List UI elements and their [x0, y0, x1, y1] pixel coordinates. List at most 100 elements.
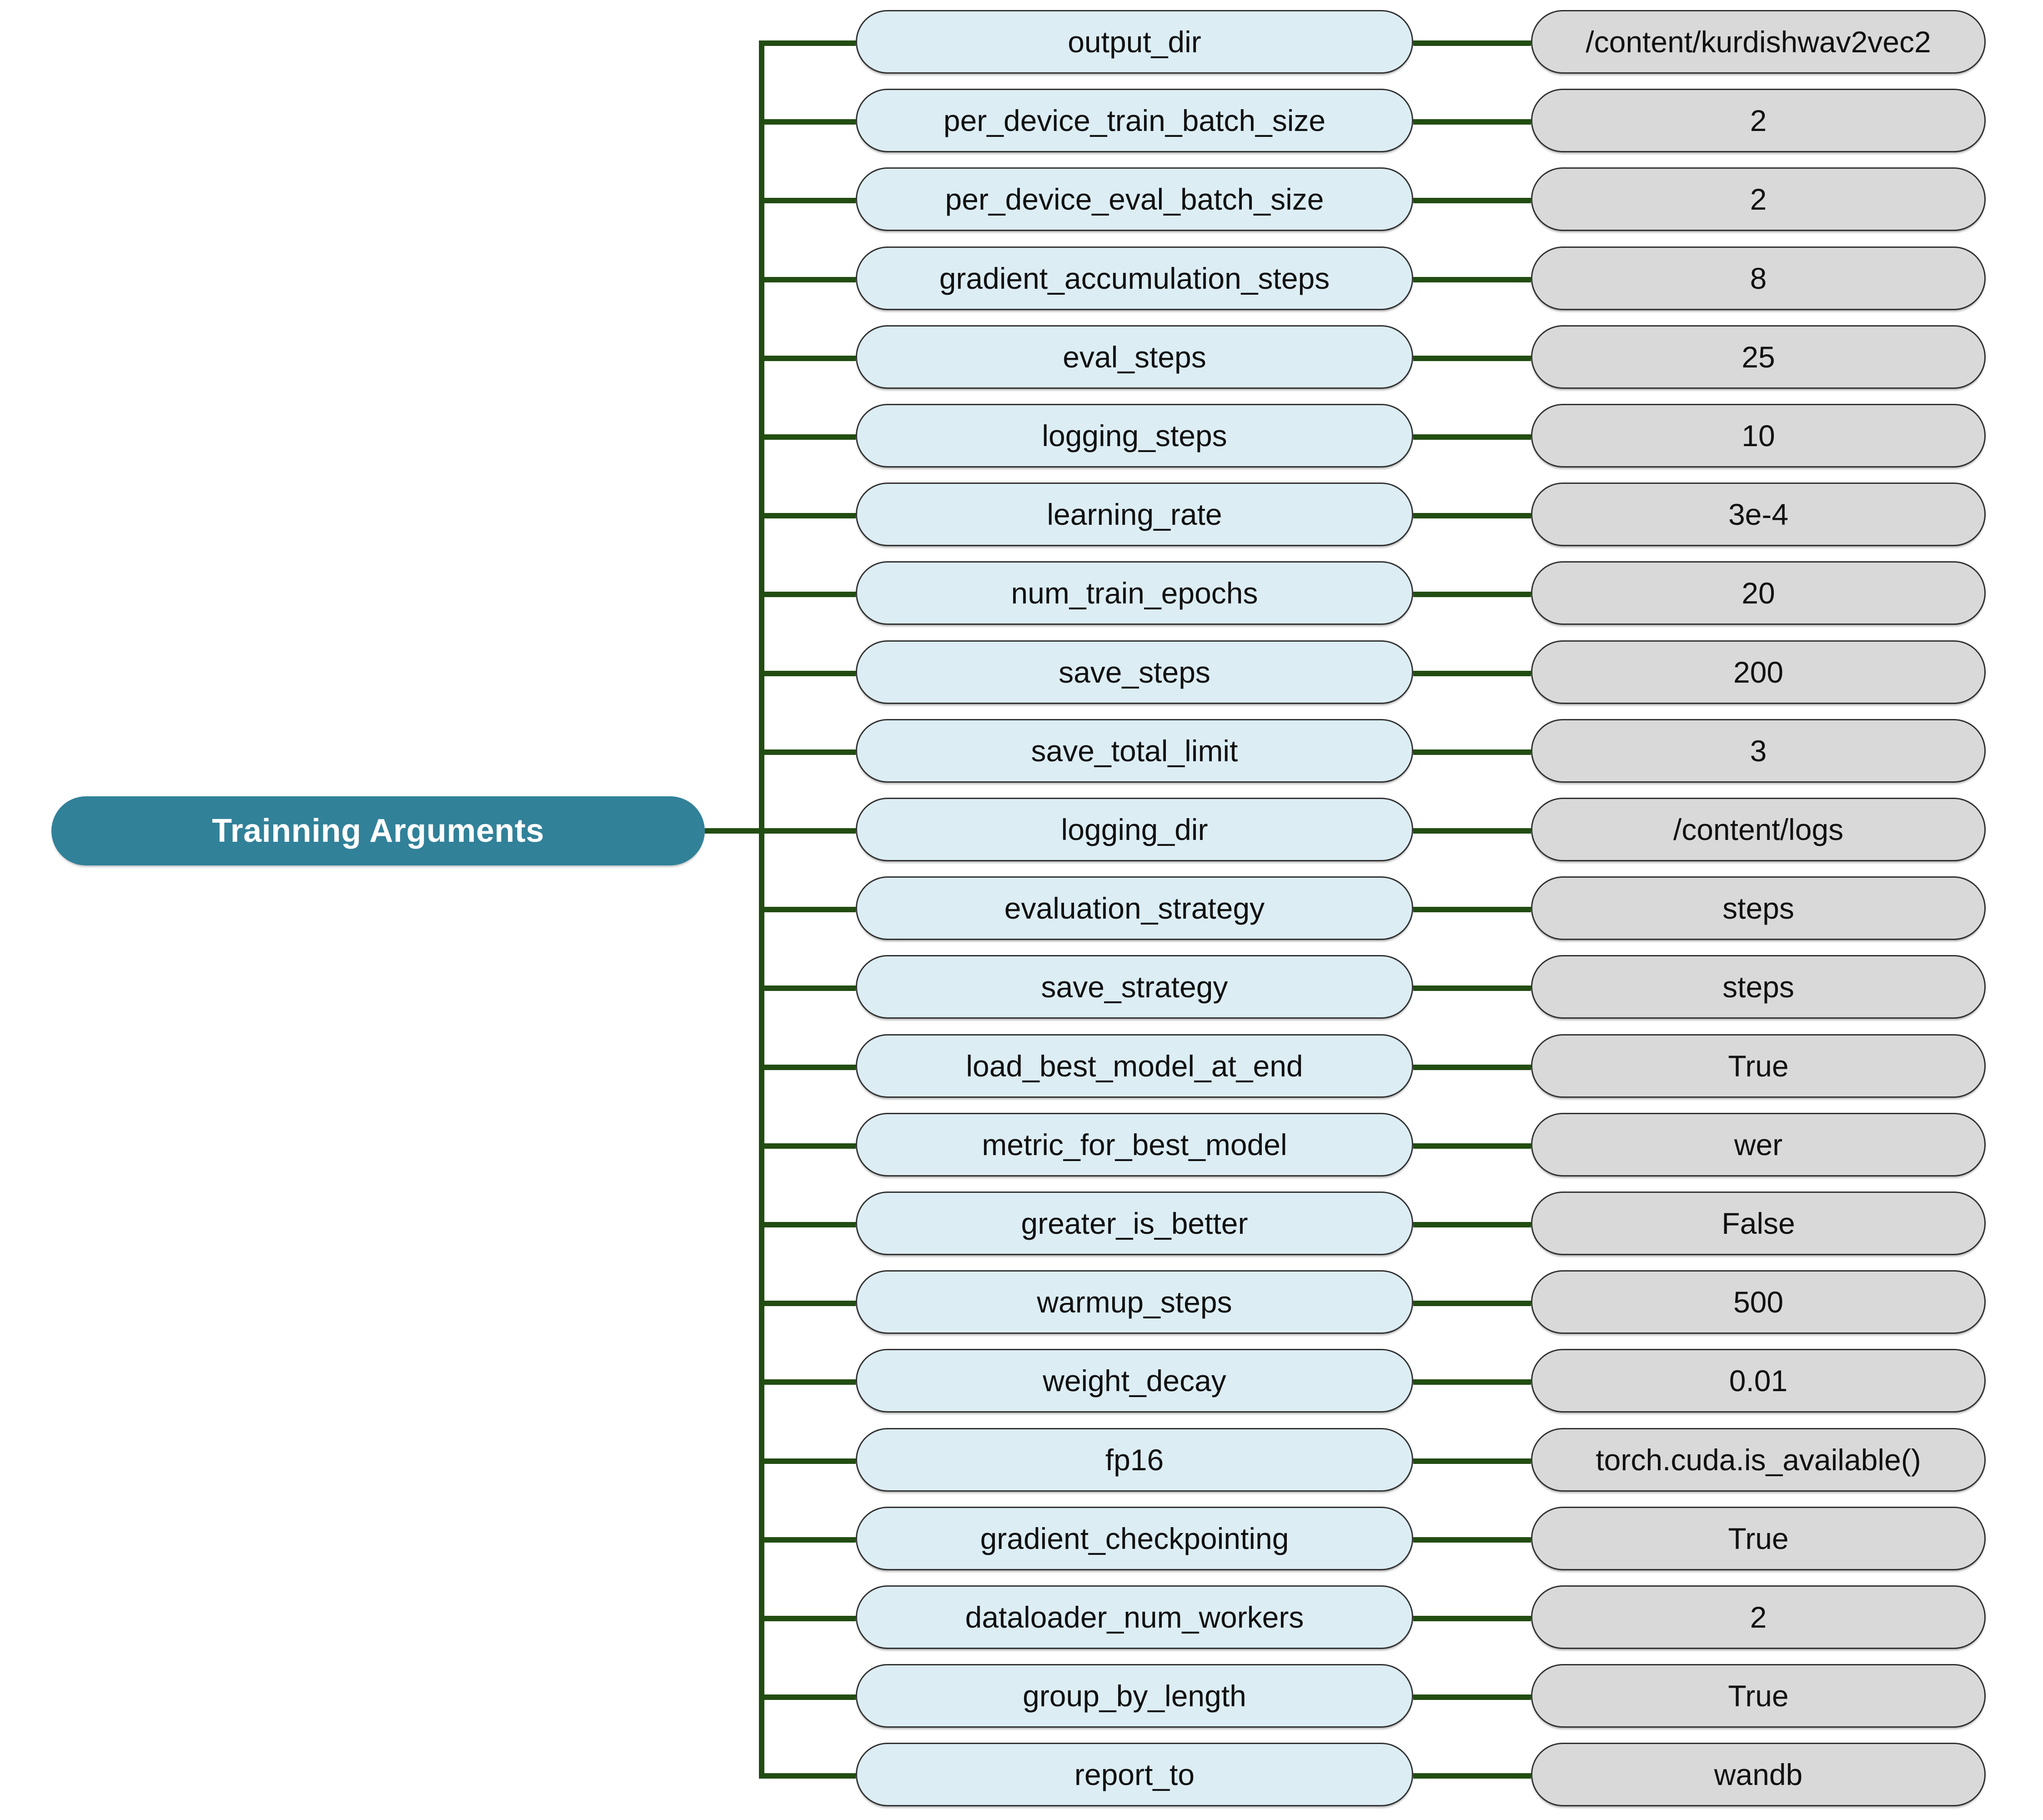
- value-node: wandb: [1531, 1743, 1986, 1807]
- root-node-label: Trainning Arguments: [212, 813, 544, 849]
- value-node: 10: [1531, 404, 1986, 468]
- param-value-connector-line: [1413, 434, 1531, 440]
- spine-branch-line: [759, 1773, 856, 1779]
- param-node-label: warmup_steps: [1037, 1285, 1232, 1319]
- param-node-label: group_by_length: [1023, 1679, 1246, 1713]
- spine-branch-line: [759, 749, 856, 755]
- param-node-label: dataloader_num_workers: [965, 1600, 1304, 1634]
- argument-row: num_train_epochs 20: [0, 561, 2043, 628]
- value-node-label: 3: [1750, 734, 1767, 768]
- param-node: save_strategy: [856, 955, 1413, 1019]
- value-node: 2: [1531, 167, 1986, 231]
- param-node: save_steps: [856, 640, 1413, 704]
- param-node-label: per_device_eval_batch_size: [945, 182, 1324, 216]
- value-node: 3: [1531, 719, 1986, 783]
- param-value-connector-line: [1413, 277, 1531, 282]
- param-node: learning_rate: [856, 483, 1413, 547]
- param-node-label: output_dir: [1068, 25, 1201, 59]
- spine-branch-line: [759, 1064, 856, 1070]
- spine-branch-line: [759, 434, 856, 440]
- value-node: /content/logs: [1531, 798, 1986, 861]
- param-node-label: logging_dir: [1061, 813, 1208, 846]
- value-node-label: /content/kurdishwav2vec2: [1586, 25, 1931, 59]
- value-node-label: True: [1728, 1679, 1789, 1713]
- param-node: logging_dir: [856, 798, 1413, 861]
- argument-row: report_to wandb: [0, 1743, 2043, 1809]
- spine-branch-line: [759, 592, 856, 598]
- param-node-label: learning_rate: [1047, 498, 1222, 532]
- param-node-label: metric_for_best_model: [982, 1127, 1287, 1161]
- argument-row: gradient_checkpointing True: [0, 1506, 2043, 1573]
- param-value-connector-line: [1413, 828, 1531, 834]
- value-node-label: 2: [1750, 182, 1767, 216]
- argument-row: evaluation_strategy steps: [0, 876, 2043, 943]
- param-value-connector-line: [1413, 513, 1531, 519]
- value-node-label: 20: [1742, 576, 1775, 610]
- param-node: gradient_checkpointing: [856, 1506, 1413, 1570]
- value-node: 2: [1531, 89, 1986, 153]
- param-value-connector-line: [1413, 1616, 1531, 1621]
- argument-row: learning_rate 3e-4: [0, 483, 2043, 549]
- argument-row: per_device_eval_batch_size 2: [0, 167, 2043, 234]
- spine-branch-line: [759, 670, 856, 676]
- param-node: eval_steps: [856, 325, 1413, 389]
- value-node: 25: [1531, 325, 1986, 389]
- param-value-connector-line: [1413, 1064, 1531, 1070]
- argument-row: metric_for_best_model wer: [0, 1112, 2043, 1179]
- spine-branch-line: [759, 1694, 856, 1700]
- param-node: logging_steps: [856, 404, 1413, 468]
- param-value-connector-line: [1413, 1379, 1531, 1385]
- param-value-connector-line: [1413, 670, 1531, 676]
- value-node: steps: [1531, 955, 1986, 1019]
- param-node: metric_for_best_model: [856, 1112, 1413, 1176]
- argument-row: logging_steps 10: [0, 404, 2043, 470]
- param-node-label: evaluation_strategy: [1004, 891, 1265, 925]
- argument-row: per_device_train_batch_size 2: [0, 89, 2043, 155]
- value-node-label: 200: [1733, 655, 1784, 689]
- param-node-label: report_to: [1074, 1758, 1195, 1792]
- argument-row: save_total_limit 3: [0, 719, 2043, 785]
- argument-row: gradient_accumulation_steps 8: [0, 246, 2043, 313]
- param-node-label: save_total_limit: [1031, 734, 1238, 768]
- root-connector-line: [705, 828, 759, 834]
- value-node-label: 10: [1742, 419, 1775, 452]
- param-value-connector-line: [1413, 1458, 1531, 1464]
- spine-branch-line: [759, 1379, 856, 1385]
- argument-row: load_best_model_at_end True: [0, 1034, 2043, 1101]
- param-node: dataloader_num_workers: [856, 1585, 1413, 1649]
- param-value-connector-line: [1413, 749, 1531, 755]
- value-node-label: True: [1728, 1521, 1789, 1555]
- value-node-label: True: [1728, 1049, 1789, 1083]
- param-node: greater_is_better: [856, 1192, 1413, 1255]
- argument-row: weight_decay 0.01: [0, 1349, 2043, 1415]
- value-node-label: wandb: [1714, 1758, 1803, 1792]
- param-node-label: fp16: [1105, 1443, 1164, 1477]
- value-node: 8: [1531, 246, 1986, 310]
- spine-branch-line: [759, 119, 856, 125]
- param-value-connector-line: [1413, 119, 1531, 125]
- param-node-label: greater_is_better: [1021, 1207, 1248, 1240]
- param-node-label: gradient_checkpointing: [980, 1521, 1289, 1555]
- argument-row: group_by_length True: [0, 1664, 2043, 1730]
- value-node-label: wer: [1734, 1127, 1783, 1161]
- argument-row: eval_steps 25: [0, 325, 2043, 392]
- value-node-label: 25: [1742, 340, 1775, 374]
- param-node: output_dir: [856, 10, 1413, 74]
- value-node: 0.01: [1531, 1349, 1986, 1413]
- spine-branch-line: [759, 1458, 856, 1464]
- value-node-label: 3e-4: [1728, 498, 1789, 532]
- spine-branch-line: [759, 277, 856, 282]
- value-node-label: 0.01: [1729, 1364, 1788, 1398]
- spine-branch-line: [759, 1616, 856, 1621]
- param-value-connector-line: [1413, 355, 1531, 361]
- param-node: num_train_epochs: [856, 561, 1413, 625]
- param-value-connector-line: [1413, 1537, 1531, 1543]
- param-node-label: weight_decay: [1043, 1364, 1226, 1398]
- param-node: evaluation_strategy: [856, 876, 1413, 940]
- value-node-label: torch.cuda.is_available(): [1596, 1443, 1921, 1477]
- spine-branch-line: [759, 1222, 856, 1227]
- spine-branch-line: [759, 828, 856, 834]
- param-node-label: num_train_epochs: [1011, 576, 1258, 610]
- value-node-label: /content/logs: [1673, 813, 1844, 846]
